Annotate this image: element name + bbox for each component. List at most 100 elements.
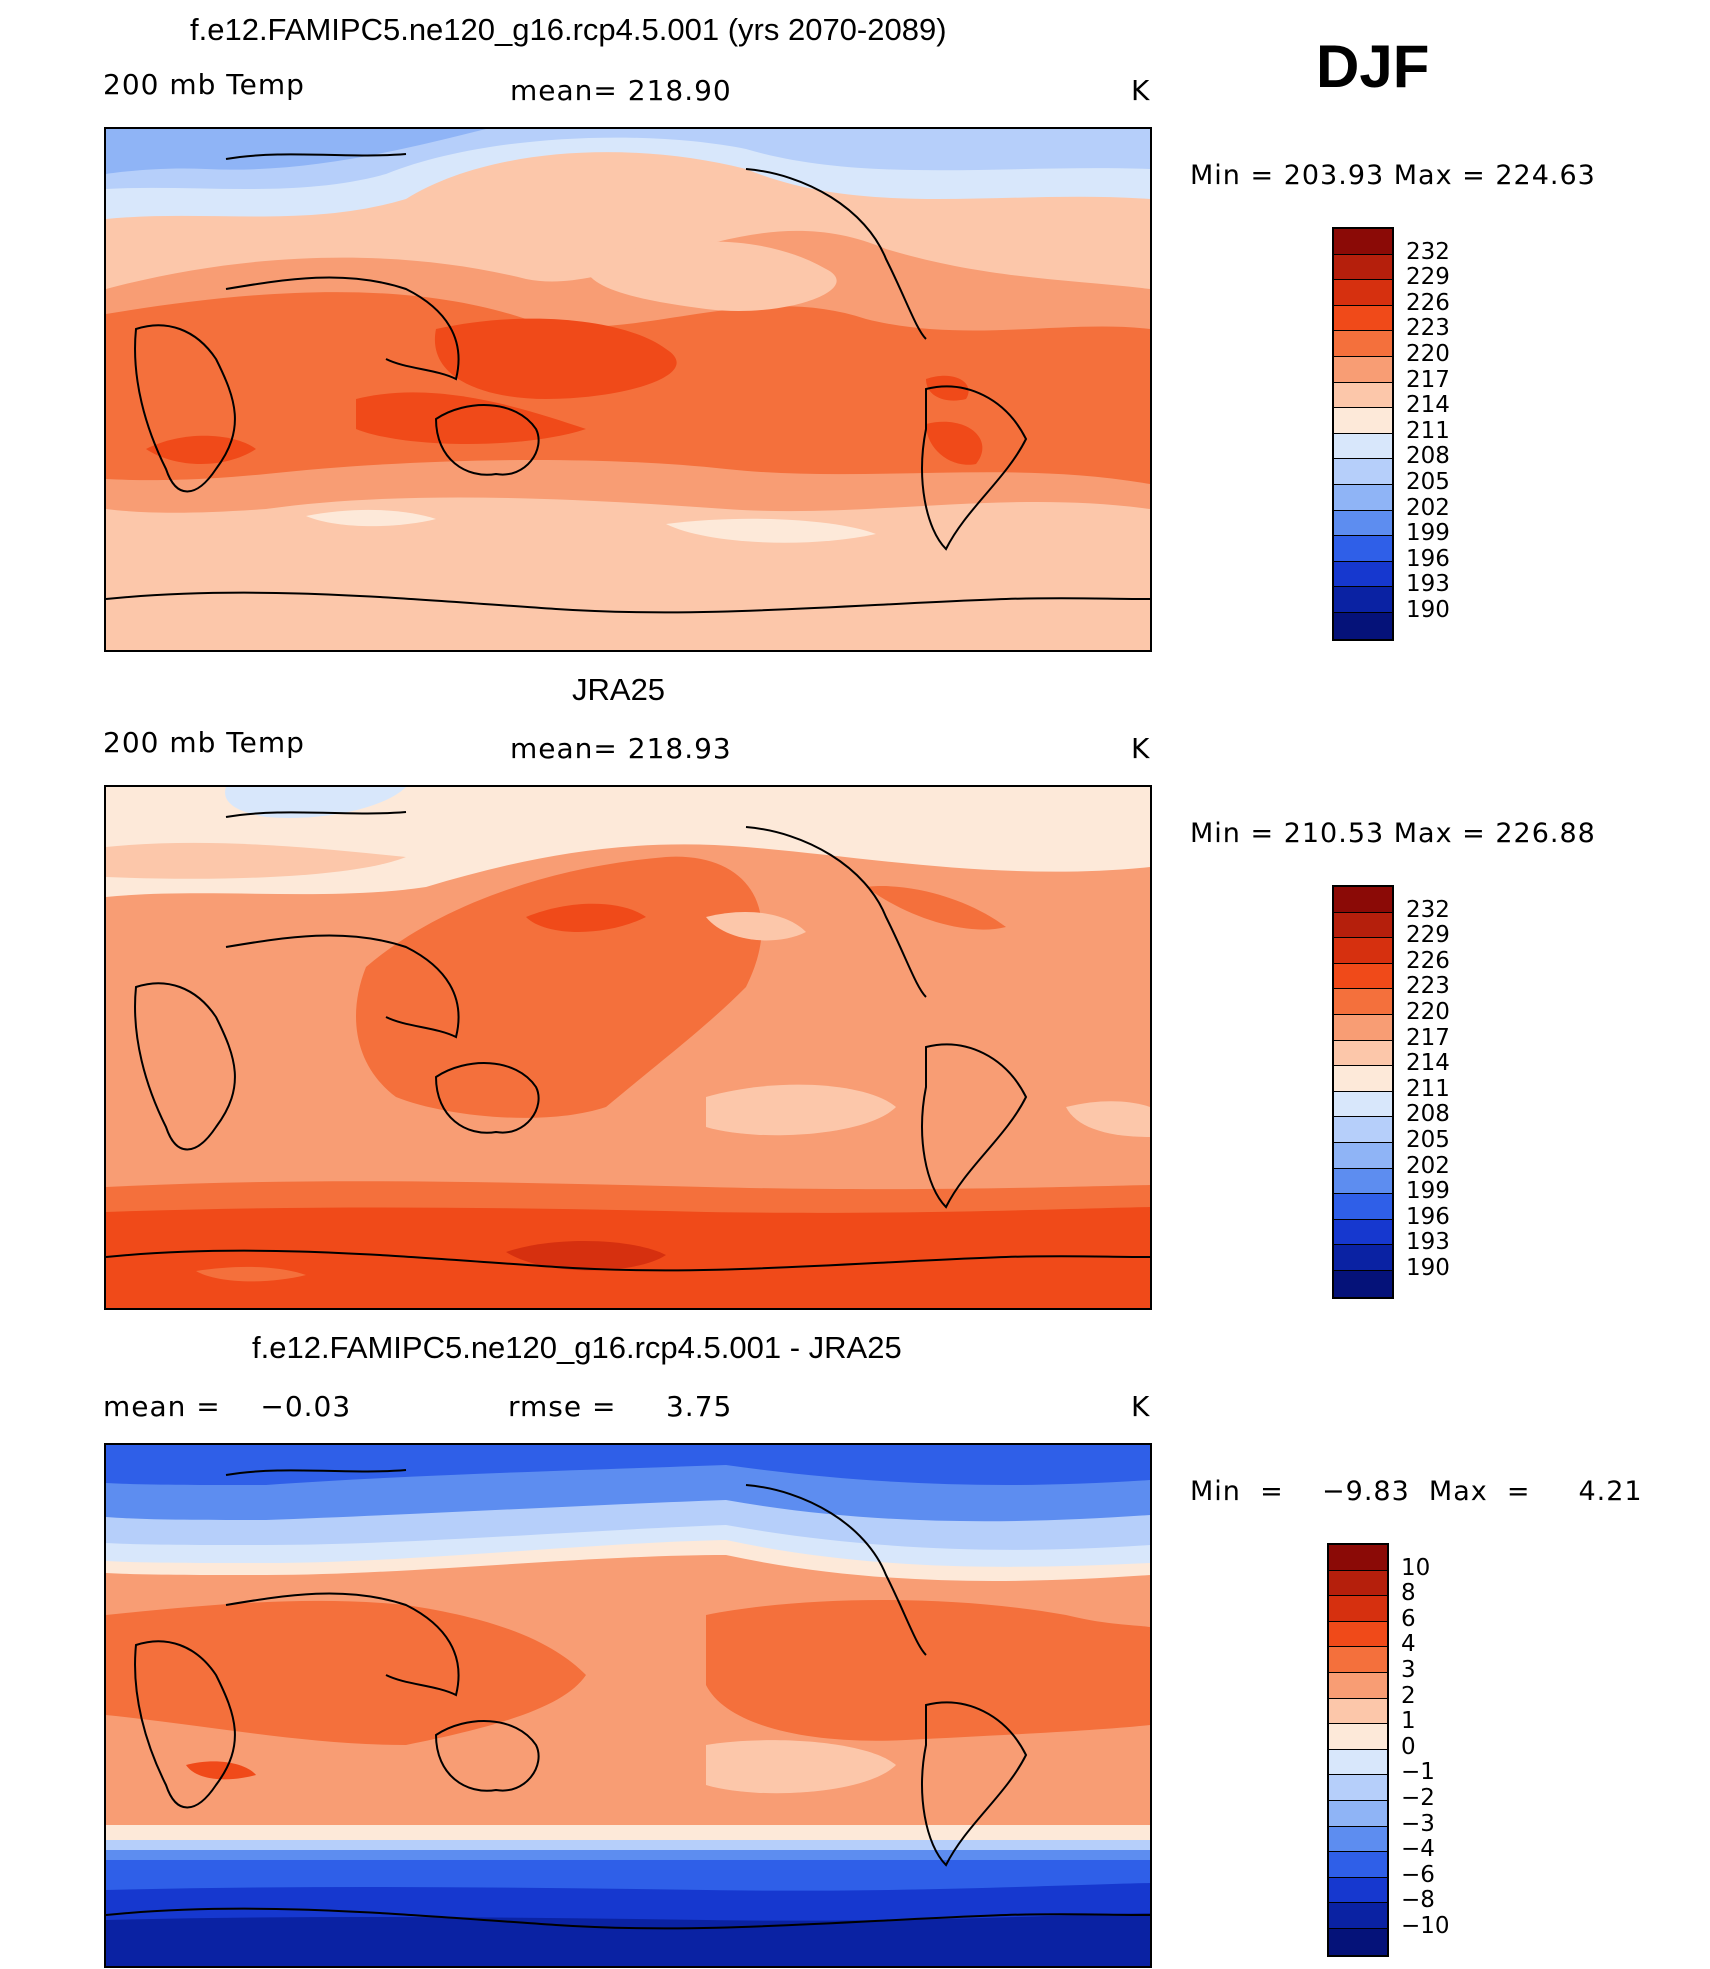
panel-3-minmax: Min = −9.83 Max = 4.21 [1190,1476,1643,1507]
colorbar-level-label: 3 [1401,1657,1416,1683]
colorbar-level-label: 0 [1401,1733,1416,1760]
panel-1-map-field [106,129,1150,650]
colorbar-level-label: 10 [1401,1554,1431,1581]
panel-1-map [104,127,1152,652]
colorbar-level-label: 229 [1406,922,1450,949]
colorbar-level-label: 211 [1406,417,1450,444]
panel-1-mean-label: mean= 218.90 [510,74,732,107]
colorbar-level-label: 211 [1406,1075,1450,1102]
colorbar-level-label: 199 [1406,520,1450,547]
colorbar-swatch [1334,382,1392,409]
colorbar-level-label: 205 [1406,469,1450,495]
panel-3-units: K [1131,1390,1151,1423]
panel-3-title: f.e12.FAMIPC5.ne120_g16.rcp4.5.001 - JRA… [252,1330,902,1365]
colorbar-swatch [1334,1142,1392,1169]
colorbar-swatch [1329,1749,1387,1776]
colorbar-swatch [1329,1800,1387,1827]
colorbar-swatch [1334,356,1392,383]
colorbar-swatch [1334,408,1392,434]
colorbar-level-label: 202 [1406,1152,1450,1179]
colorbar-swatch [1329,1877,1387,1904]
colorbar-level-label: 196 [1406,1203,1450,1230]
colorbar-swatch [1334,1040,1392,1067]
colorbar-swatch [1334,1014,1392,1041]
colorbar-swatch [1334,963,1392,990]
colorbar-swatch [1329,1903,1387,1929]
panel-3-map-field [106,1445,1150,1966]
colorbar-swatch [1329,1826,1387,1853]
panel-1-minmax: Min = 203.93 Max = 224.63 [1190,160,1596,191]
colorbar-swatch [1334,938,1392,964]
colorbar-level-label: −1 [1401,1759,1435,1786]
colorbar-swatch [1334,587,1392,613]
colorbar-swatch [1334,612,1392,639]
panel-2-units: K [1131,732,1151,765]
season-label: DJF [1316,33,1430,100]
colorbar-level-label: 217 [1406,1024,1450,1051]
panel-1-title: f.e12.FAMIPC5.ne120_g16.rcp4.5.001 (yrs … [190,12,947,47]
colorbar-swatch [1334,1270,1392,1297]
colorbar-swatch [1329,1852,1387,1878]
colorbar-swatch [1334,484,1392,511]
colorbar-level-label: 190 [1406,1255,1450,1281]
colorbar-swatch [1334,433,1392,460]
colorbar-level-label: 205 [1406,1127,1450,1153]
colorbar-level-label: 1 [1401,1708,1416,1735]
colorbar-level-label: 232 [1406,896,1450,923]
colorbar-swatch [1329,1698,1387,1725]
colorbar-level-label: −8 [1401,1887,1435,1914]
panel-1-units: K [1131,74,1151,107]
panel-2-map [104,785,1152,1310]
colorbar-level-label: 220 [1406,341,1450,367]
colorbar-level-label: 193 [1406,1229,1450,1256]
colorbar-level-label: 196 [1406,545,1450,572]
colorbar-level-label: 223 [1406,315,1450,342]
colorbar-swatch [1334,989,1392,1015]
colorbar-swatch [1329,1724,1387,1750]
colorbar-level-label: 232 [1406,238,1450,265]
colorbar-swatch [1329,1545,1387,1571]
colorbar-swatch [1329,1621,1387,1648]
colorbar-swatch [1334,1245,1392,1271]
colorbar-level-label: 220 [1406,999,1450,1025]
panel-2-title: JRA25 [572,672,666,707]
colorbar-swatch [1329,1775,1387,1801]
colorbar-swatch [1334,1091,1392,1118]
colorbar-swatch [1334,536,1392,562]
panel-3-rmse-label: rmse = 3.75 [508,1390,733,1423]
colorbar-level-label: 4 [1401,1631,1416,1658]
colorbar-swatch [1334,1066,1392,1092]
colorbar-level-label: 223 [1406,973,1450,1000]
colorbar-level-label: 226 [1406,947,1450,974]
colorbar-swatch [1334,280,1392,306]
colorbar-level-label: 229 [1406,264,1450,291]
panel-2-map-field [106,787,1150,1308]
colorbar-swatch [1334,510,1392,537]
colorbar-level-label: −6 [1401,1861,1435,1888]
colorbar-swatch [1334,229,1392,255]
colorbar-level-label: 214 [1406,1050,1450,1077]
colorbar-level-label: −2 [1401,1785,1435,1811]
panel-2-colorbar-swatches [1332,885,1394,1299]
colorbar-level-label: 208 [1406,1101,1450,1128]
colorbar-level-label: −3 [1401,1810,1435,1837]
colorbar-swatch [1329,1596,1387,1622]
panel-3-mean-label: mean = −0.03 [103,1390,352,1423]
panel-1-colorbar-swatches [1332,227,1394,641]
colorbar-level-label: 214 [1406,392,1450,419]
panel-1-variable-label: 200 mb Temp [103,68,305,101]
colorbar-level-label: 208 [1406,443,1450,470]
colorbar-swatch [1334,254,1392,281]
panel-2-mean-label: mean= 218.93 [510,732,732,765]
colorbar-swatch [1334,459,1392,485]
colorbar-swatch [1329,1672,1387,1699]
colorbar-swatch [1334,1168,1392,1195]
colorbar-swatch [1334,1194,1392,1220]
colorbar-level-label: 202 [1406,494,1450,521]
colorbar-level-label: 6 [1401,1605,1416,1632]
colorbar-swatch [1334,331,1392,357]
panel-3-map [104,1443,1152,1968]
colorbar-swatch [1329,1570,1387,1597]
panel-2-variable-label: 200 mb Temp [103,726,305,759]
colorbar-level-label: 8 [1401,1580,1416,1607]
